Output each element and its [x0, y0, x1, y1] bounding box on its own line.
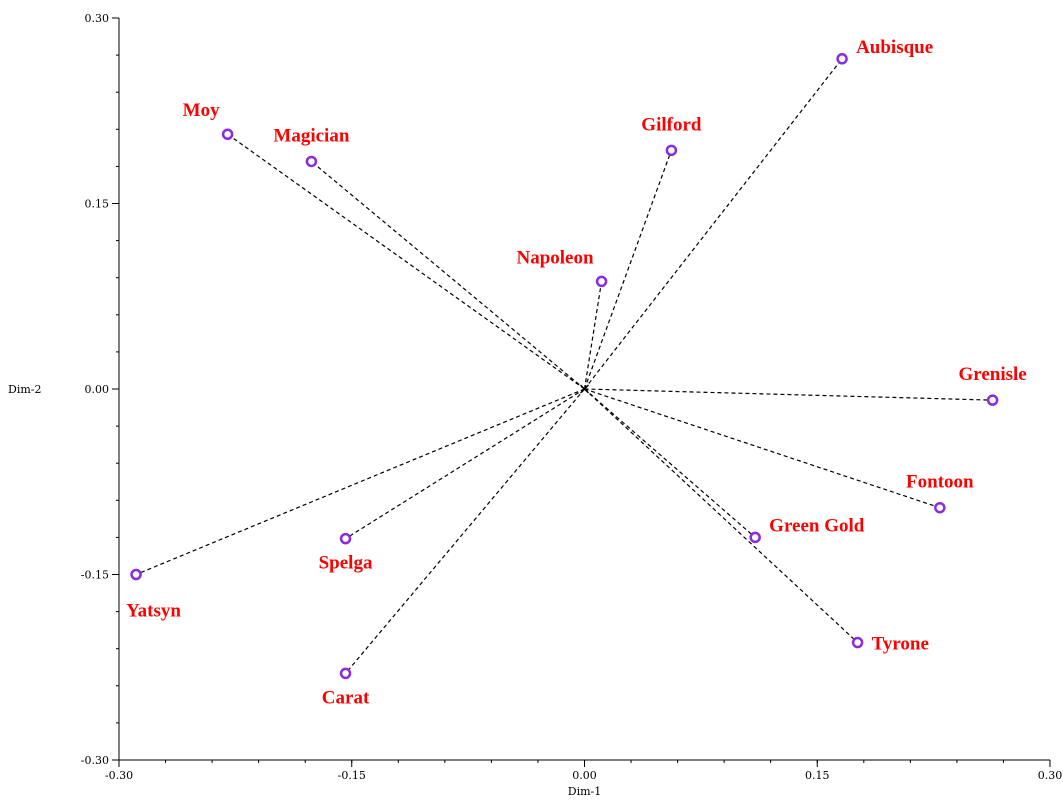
data-point — [851, 636, 864, 649]
point-labels: Aubisque Moy Magician Gilford Napoleon Grenis… — [126, 37, 1027, 709]
data-point — [986, 394, 999, 406]
connector-line — [584, 388, 756, 538]
connector-line — [584, 388, 859, 643]
x-tick-label: 0.00 — [572, 769, 597, 782]
x-tick-label: 0.15 — [805, 769, 830, 782]
connector-line — [345, 388, 585, 540]
connector-line — [311, 160, 585, 390]
point-label: Fontoon — [906, 472, 974, 493]
point-label: Spelga — [319, 553, 373, 574]
data-point — [595, 275, 608, 288]
connector-lines — [135, 58, 993, 674]
axes: -0.30 -0.15 0.00 0.15 0.30 -0.30 -0.15 0.00 0.15… — [81, 12, 1062, 782]
data-point — [749, 531, 761, 544]
y-tick-label: -0.30 — [81, 754, 109, 767]
y-axis-title: Dim-2 — [8, 383, 41, 396]
connector-line — [584, 388, 993, 401]
x-tick-label: 0.30 — [1038, 769, 1063, 782]
data-points — [130, 53, 999, 680]
connector-line — [135, 388, 585, 576]
connector-line — [227, 133, 585, 390]
data-point — [665, 144, 678, 157]
data-point — [339, 532, 352, 545]
y-tick-label: 0.00 — [85, 383, 110, 396]
data-point — [130, 568, 142, 581]
point-label: Carat — [322, 687, 370, 708]
point-label: Moy — [183, 100, 220, 121]
data-point — [305, 155, 318, 168]
point-label: Tyrone — [872, 634, 929, 655]
point-label: Napoleon — [516, 247, 594, 268]
origin-marker — [580, 384, 589, 394]
point-label: Magician — [273, 125, 349, 146]
point-label: Aubisque — [856, 37, 933, 58]
data-point — [339, 667, 352, 680]
y-tick-label: -0.15 — [81, 569, 109, 582]
point-label: Green Gold — [769, 515, 865, 536]
connector-line — [583, 150, 672, 390]
origin-cross — [580, 384, 589, 394]
data-point — [934, 501, 946, 514]
data-point — [836, 53, 848, 65]
y-tick-label: 0.15 — [85, 198, 110, 211]
y-tick-label: 0.30 — [85, 12, 110, 25]
x-tick-label: -0.30 — [105, 769, 133, 782]
point-label: Gilford — [641, 114, 702, 135]
connector-line — [345, 388, 585, 674]
data-point — [221, 128, 234, 140]
x-tick-label: -0.15 — [338, 769, 366, 782]
point-label: Grenisle — [958, 364, 1026, 385]
x-axis-title: Dim-1 — [568, 785, 601, 798]
point-label: Yatsyn — [126, 601, 181, 622]
